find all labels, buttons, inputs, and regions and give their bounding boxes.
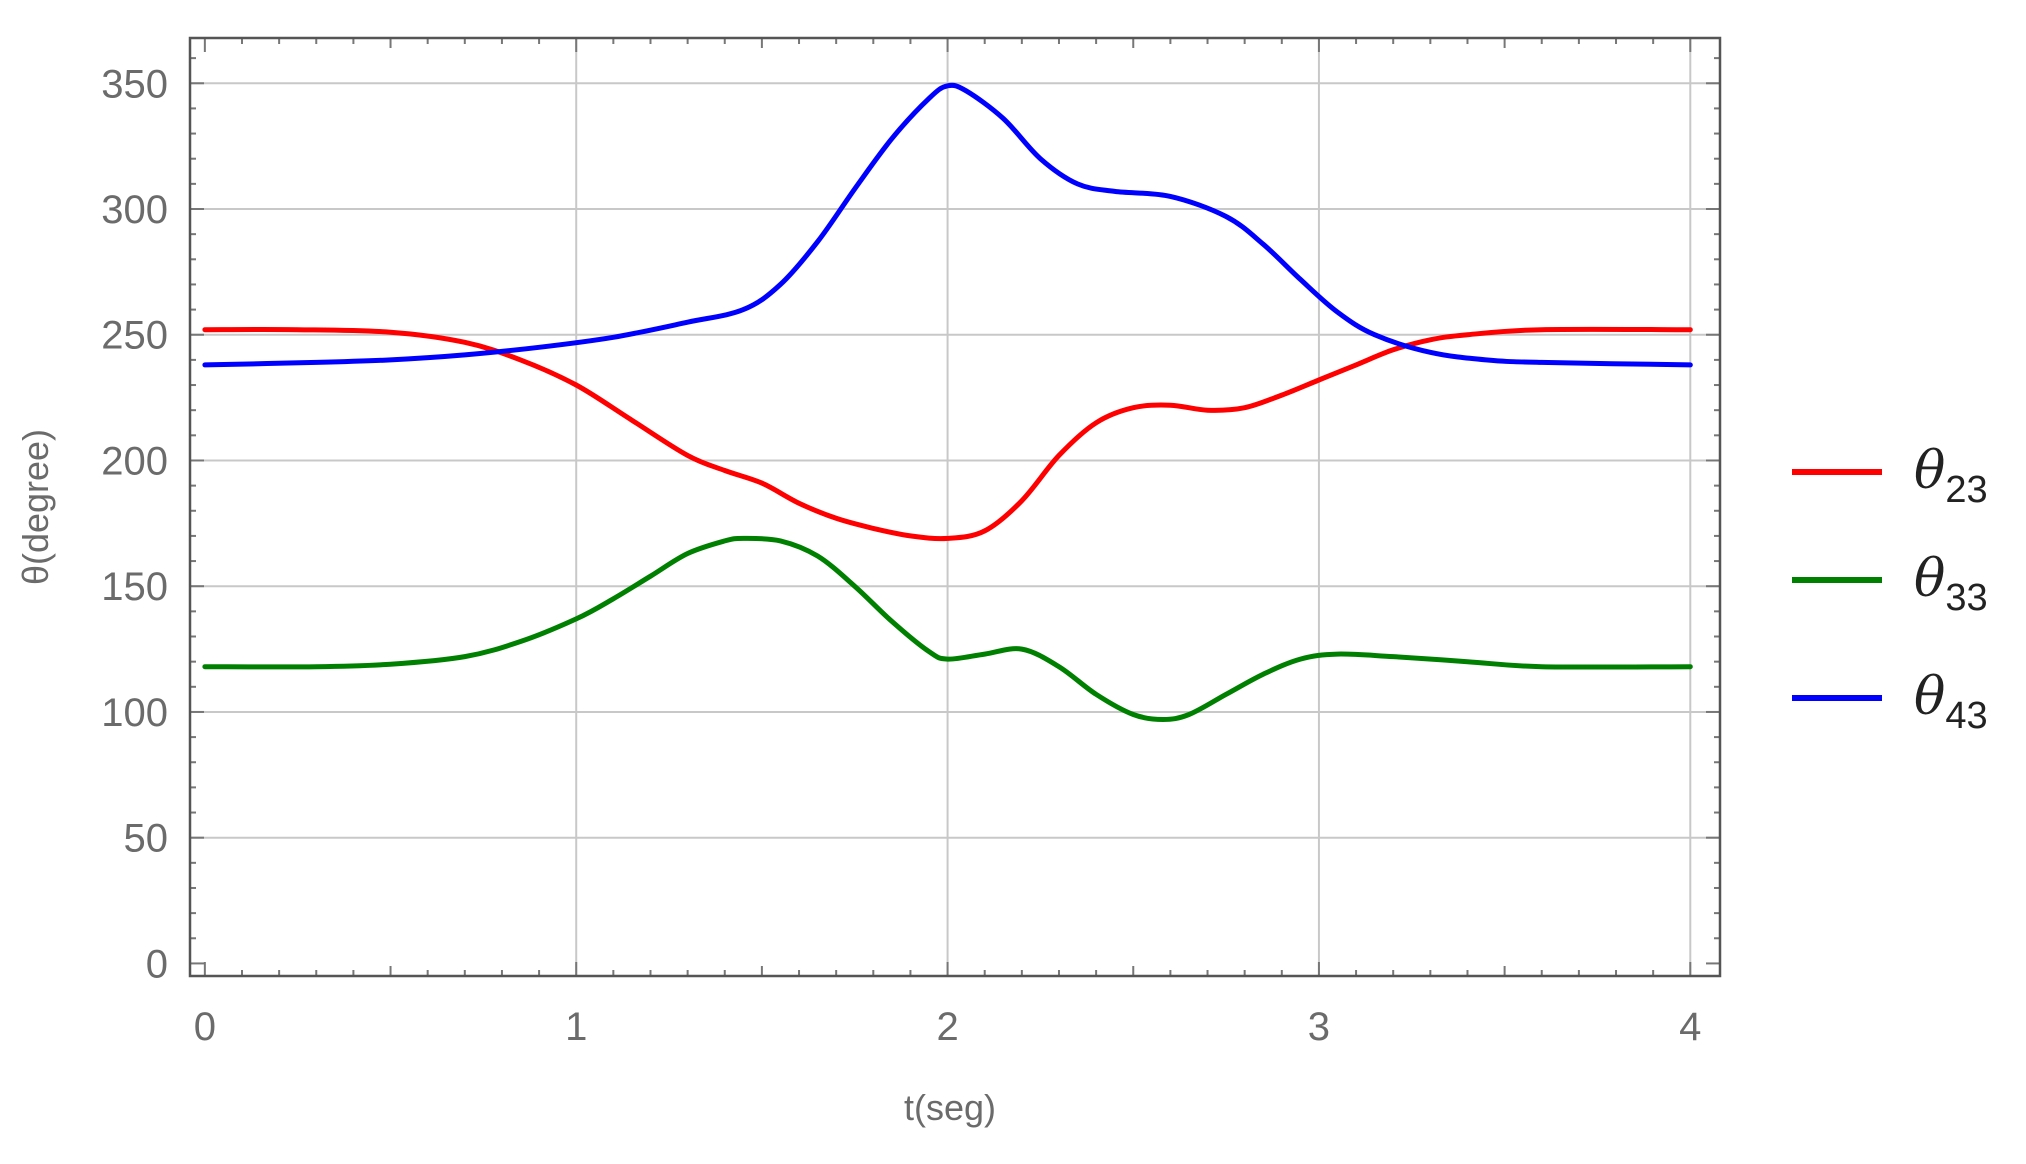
legend-label: θ43 [1914, 667, 1988, 737]
x-axis-label: t(seg) [904, 1087, 996, 1128]
y-axis-label: θ(degree) [15, 429, 56, 585]
legend-item-theta-33: θ33 [1792, 549, 1988, 619]
legend-item-theta-43: θ43 [1792, 667, 1988, 737]
y-tick-label: 150 [101, 565, 168, 609]
y-tick-label: 250 [101, 314, 168, 358]
x-tick-label: 3 [1308, 1005, 1330, 1049]
x-tick-label: 4 [1679, 1005, 1701, 1049]
y-tick-label: 100 [101, 691, 168, 735]
y-tick-labels: 0 50 100 150 200 250 300 350 [101, 62, 168, 986]
legend-item-theta-23: θ23 [1792, 441, 1988, 511]
y-tick-label: 350 [101, 62, 168, 106]
series-line-theta-33 [202, 535, 1693, 722]
plot-frame [188, 36, 1722, 978]
y-tick-label: 300 [101, 188, 168, 232]
x-tick-label: 1 [565, 1005, 587, 1049]
x-tick-labels: 0 1 2 3 4 [194, 1005, 1702, 1049]
legend-label: θ23 [1914, 441, 1988, 511]
series-layer [202, 82, 1693, 722]
x-tick-label: 0 [194, 1005, 216, 1049]
y-tick-label: 200 [101, 439, 168, 483]
y-tick-label: 50 [124, 817, 169, 861]
legend: θ23 θ33 θ43 [1792, 441, 1988, 737]
grid-lines [190, 38, 1720, 976]
series-line-theta-43 [202, 82, 1693, 368]
legend-label: θ33 [1914, 549, 1988, 619]
series-line-theta-23 [202, 326, 1693, 542]
y-tick-label: 0 [146, 942, 168, 986]
x-tick-label: 2 [936, 1005, 958, 1049]
